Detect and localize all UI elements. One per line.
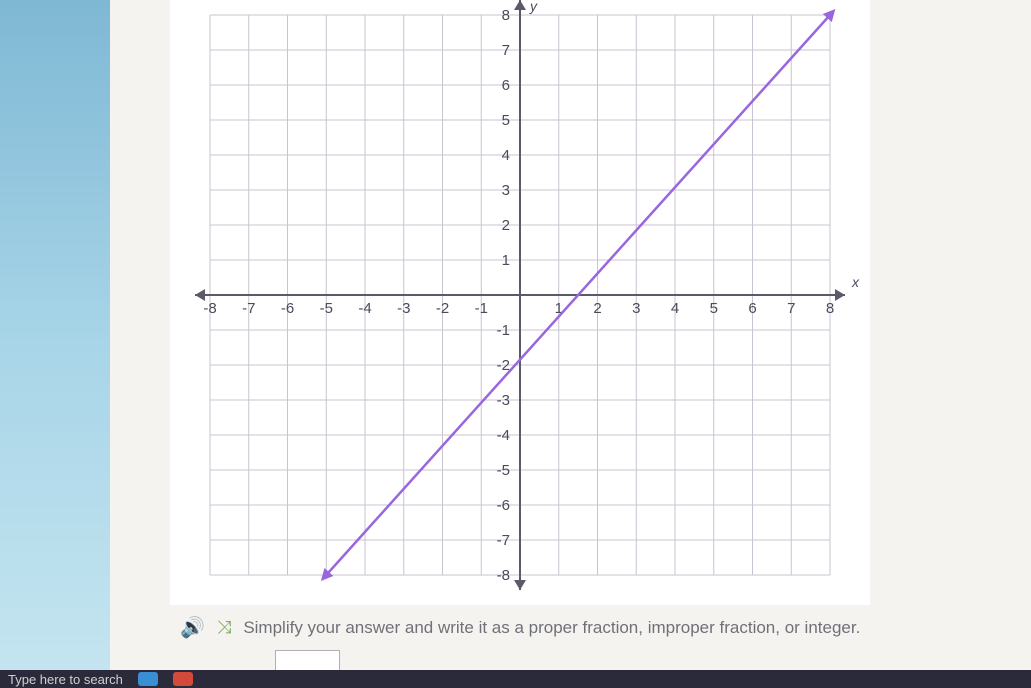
main-content: -8-7-6-5-4-3-2-112345678-8-7-6-5-4-3-2-1…	[110, 0, 1031, 688]
svg-text:4: 4	[502, 147, 510, 164]
svg-text:2: 2	[593, 300, 601, 317]
svg-text:y: y	[529, 0, 538, 14]
svg-text:5: 5	[710, 300, 718, 317]
taskbar: Type here to search	[0, 670, 1031, 688]
svg-text:-6: -6	[497, 497, 510, 514]
svg-text:3: 3	[632, 300, 640, 317]
sidebar-gradient	[0, 0, 110, 688]
shuffle-icon[interactable]: ⤨	[217, 617, 231, 638]
svg-text:-7: -7	[242, 300, 255, 317]
audio-icon[interactable]: 🔊	[180, 615, 205, 640]
svg-text:-8: -8	[203, 300, 216, 317]
instruction-row: 🔊 ⤨ Simplify your answer and write it as…	[180, 615, 860, 640]
svg-text:2: 2	[502, 217, 510, 234]
svg-text:8: 8	[502, 7, 510, 24]
chart-svg: -8-7-6-5-4-3-2-112345678-8-7-6-5-4-3-2-1…	[170, 0, 870, 605]
svg-text:-5: -5	[497, 462, 510, 479]
svg-text:7: 7	[787, 300, 795, 317]
svg-text:-2: -2	[436, 300, 449, 317]
svg-text:x: x	[851, 274, 860, 290]
svg-text:-6: -6	[281, 300, 294, 317]
svg-text:8: 8	[826, 300, 834, 317]
coordinate-chart: -8-7-6-5-4-3-2-112345678-8-7-6-5-4-3-2-1…	[170, 0, 870, 605]
svg-text:4: 4	[671, 300, 679, 317]
taskbar-app-icon[interactable]	[173, 672, 193, 686]
svg-text:-3: -3	[397, 300, 410, 317]
svg-text:6: 6	[748, 300, 756, 317]
svg-text:-1: -1	[497, 322, 510, 339]
instruction-text: Simplify your answer and write it as a p…	[243, 618, 860, 638]
svg-text:3: 3	[502, 182, 510, 199]
svg-text:1: 1	[502, 252, 510, 269]
svg-text:5: 5	[502, 112, 510, 129]
svg-text:-8: -8	[497, 567, 510, 584]
taskbar-app-icon[interactable]	[138, 672, 158, 686]
svg-text:-7: -7	[497, 532, 510, 549]
svg-text:-4: -4	[497, 427, 510, 444]
svg-text:6: 6	[502, 77, 510, 94]
svg-text:-5: -5	[320, 300, 333, 317]
svg-text:-4: -4	[358, 300, 371, 317]
taskbar-search-text[interactable]: Type here to search	[8, 672, 123, 687]
svg-text:7: 7	[502, 42, 510, 59]
svg-text:-3: -3	[497, 392, 510, 409]
svg-text:-1: -1	[475, 300, 488, 317]
